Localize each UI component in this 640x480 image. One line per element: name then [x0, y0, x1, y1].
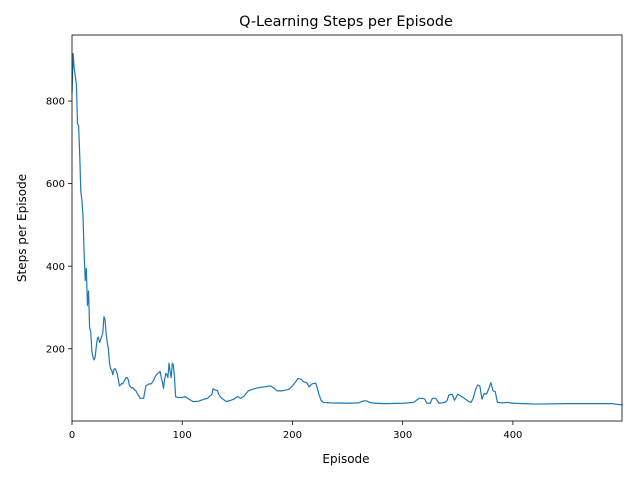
y-axis-label: Steps per Episode — [15, 174, 29, 282]
series-layer — [71, 52, 623, 406]
x-axis: 0 100 200 300 400 — [69, 421, 522, 441]
x-tick-label: 0 — [69, 430, 75, 441]
chart-title: Q-Learning Steps per Episode — [239, 14, 453, 30]
series-line-1 — [71, 52, 623, 406]
y-tick-label: 400 — [46, 262, 65, 273]
x-axis-label: Episode — [322, 452, 369, 466]
y-tick-label: 600 — [46, 179, 65, 190]
y-axis: 200 400 600 800 — [46, 97, 72, 355]
plot-frame — [71, 34, 623, 422]
y-tick-label: 800 — [46, 97, 65, 108]
y-tick-label: 200 — [46, 344, 65, 355]
x-tick-label: 200 — [283, 430, 302, 441]
plot-background — [72, 35, 622, 421]
x-tick-label: 300 — [393, 430, 412, 441]
x-tick-label: 100 — [173, 430, 192, 441]
plot-area — [71, 34, 623, 422]
x-tick-label: 400 — [503, 430, 522, 441]
